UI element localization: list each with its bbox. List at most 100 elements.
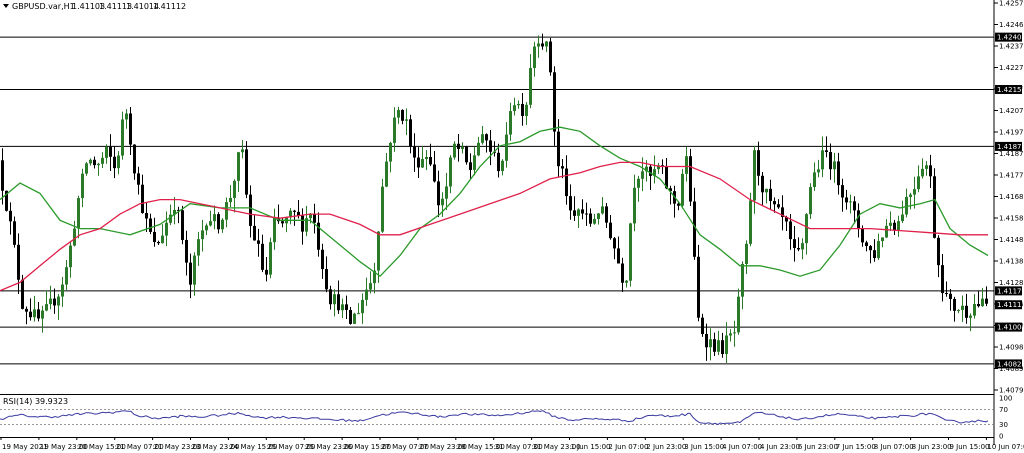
time-tick-label: 31 May 23:00 [533,443,581,451]
candle-bear [485,134,488,141]
candle-bull [449,157,452,187]
candle-bear [941,265,944,294]
candle-bull [517,103,520,106]
candle-bull [805,214,808,244]
candle-bull [545,41,548,47]
candle-bear [689,156,692,202]
candle-bear [153,231,156,242]
candle-bear [413,146,416,158]
time-tick-label: 21 May 07:00 [116,443,164,451]
candle-bear [649,166,652,176]
candle-bear [469,162,472,170]
candle-bull [361,299,364,314]
candle-bear [109,146,112,157]
candle-bull [885,225,888,238]
chart-header: GBPUSD.var,H1 1.41103 1.41113 1.41014 1.… [3,2,186,11]
time-tick-label: 26 May 15:00 [343,443,391,451]
candle-bear [569,196,572,211]
candle-bear [429,156,432,165]
candle-bear [345,304,348,310]
time-tick-label: 4 Jun 07:00 [722,443,762,451]
ohlc-open: 1.41103 [72,2,105,11]
price-tick-label: 1.41380 [999,258,1024,266]
candle-bear [329,289,332,305]
candle-bear [757,150,760,176]
candle-bear [149,218,152,232]
candle-bull [453,143,456,158]
candle-bear [565,168,568,197]
price-tick-label: 1.40790 [999,387,1024,395]
dropdown-triangle-icon[interactable] [3,4,9,8]
candle-bear [929,165,932,177]
rsi-scale: 100 70 30 0 [999,395,1012,441]
candle-bear [133,144,136,174]
candle-bear [977,304,980,307]
candle-bear [265,269,268,275]
candle-bull [209,221,212,226]
candle-bear [557,131,560,167]
time-tick-label: 21 May 23:00 [154,443,202,451]
candle-bear [293,210,296,212]
candle-bull [233,180,236,198]
candle-bull [333,294,336,305]
level-badge-label: 1.42405 [997,34,1024,42]
candle-bull [601,206,604,214]
candle-bull [821,150,824,170]
candle-bear [965,305,968,318]
candle-bear [841,185,844,198]
candle-bull [657,165,660,170]
candle-bear [677,203,680,206]
level-badge-label-bg [995,85,1022,95]
time-tick-label: 8 Jun 23:00 [912,443,952,451]
candle-bear [609,222,612,239]
candle-bull [957,309,960,311]
candle-bull [881,237,884,242]
candle-bear [5,190,8,211]
candle-bear [773,201,776,205]
time-tick-label: 27 May 07:00 [381,443,429,451]
candle-bull [105,146,108,158]
candle-bull [633,187,636,224]
candle-bull [813,172,816,188]
rsi-scale-label: 30 [999,421,1008,429]
time-tick-label: 8 Jun 07:00 [874,443,914,451]
price-tick-label: 1.41975 [999,129,1024,137]
level-badge-label-bg [995,32,1022,42]
candle-bull [77,198,80,229]
time-tick-label: 28 May 15:00 [457,443,505,451]
candle-bull [501,160,504,172]
candle-bear [541,43,544,47]
price-tick-label: 1.41480 [999,236,1024,244]
candle-bull [241,149,244,153]
candle-bear [521,103,524,116]
candle-bull [61,284,64,297]
candle-bear [665,166,668,189]
price-tick-label: 1.42270 [999,64,1024,72]
rsi-pane: RSI(14) 39.9323 100 70 30 0 [0,395,1012,441]
candle-bull [681,173,684,206]
candle-bull [741,264,744,297]
candle-bull [57,296,60,306]
candle-bull [49,298,52,305]
candle-bear [113,156,116,169]
candle-bull [765,188,768,193]
level-badges: 1.42405 1.42152 1.41877 1.41179 1.41004 1.408… [995,32,1024,369]
candle-bear [893,222,896,230]
candle-bear [589,213,592,224]
candle-bull [425,156,428,160]
candle-bear [17,244,20,280]
candle-bull [269,242,272,275]
candle-bull [69,245,72,268]
candle-bull [749,200,752,244]
time-tick-label: 7 Jun 15:00 [836,443,876,451]
moving-average-line [0,126,989,278]
candle-bull [801,243,804,250]
candle-bear [761,175,764,193]
price-tick-label: 1.42465 [999,21,1024,29]
candle-bear [785,217,788,222]
candle-bear [177,209,180,211]
candle-bear [581,209,584,214]
